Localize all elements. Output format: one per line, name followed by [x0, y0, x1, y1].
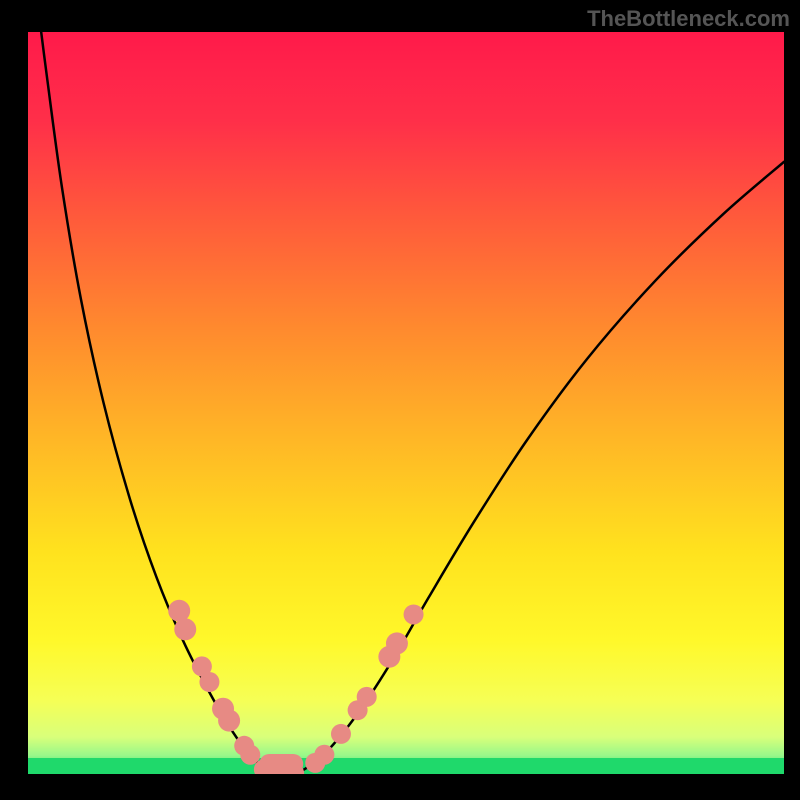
chart-svg: [0, 0, 800, 800]
marker-dot: [386, 632, 408, 654]
plot-bottom-band: [28, 758, 784, 774]
marker-dot: [240, 745, 260, 765]
marker-dot: [357, 687, 377, 707]
marker-dot: [199, 672, 219, 692]
marker-dot: [218, 710, 240, 732]
marker-dot: [331, 724, 351, 744]
marker-dot: [174, 618, 196, 640]
watermark-text: TheBottleneck.com: [587, 6, 790, 32]
chart-container: TheBottleneck.com: [0, 0, 800, 800]
marker-dot: [404, 604, 424, 624]
marker-dot: [314, 745, 334, 765]
plot-background-gradient: [28, 32, 784, 774]
